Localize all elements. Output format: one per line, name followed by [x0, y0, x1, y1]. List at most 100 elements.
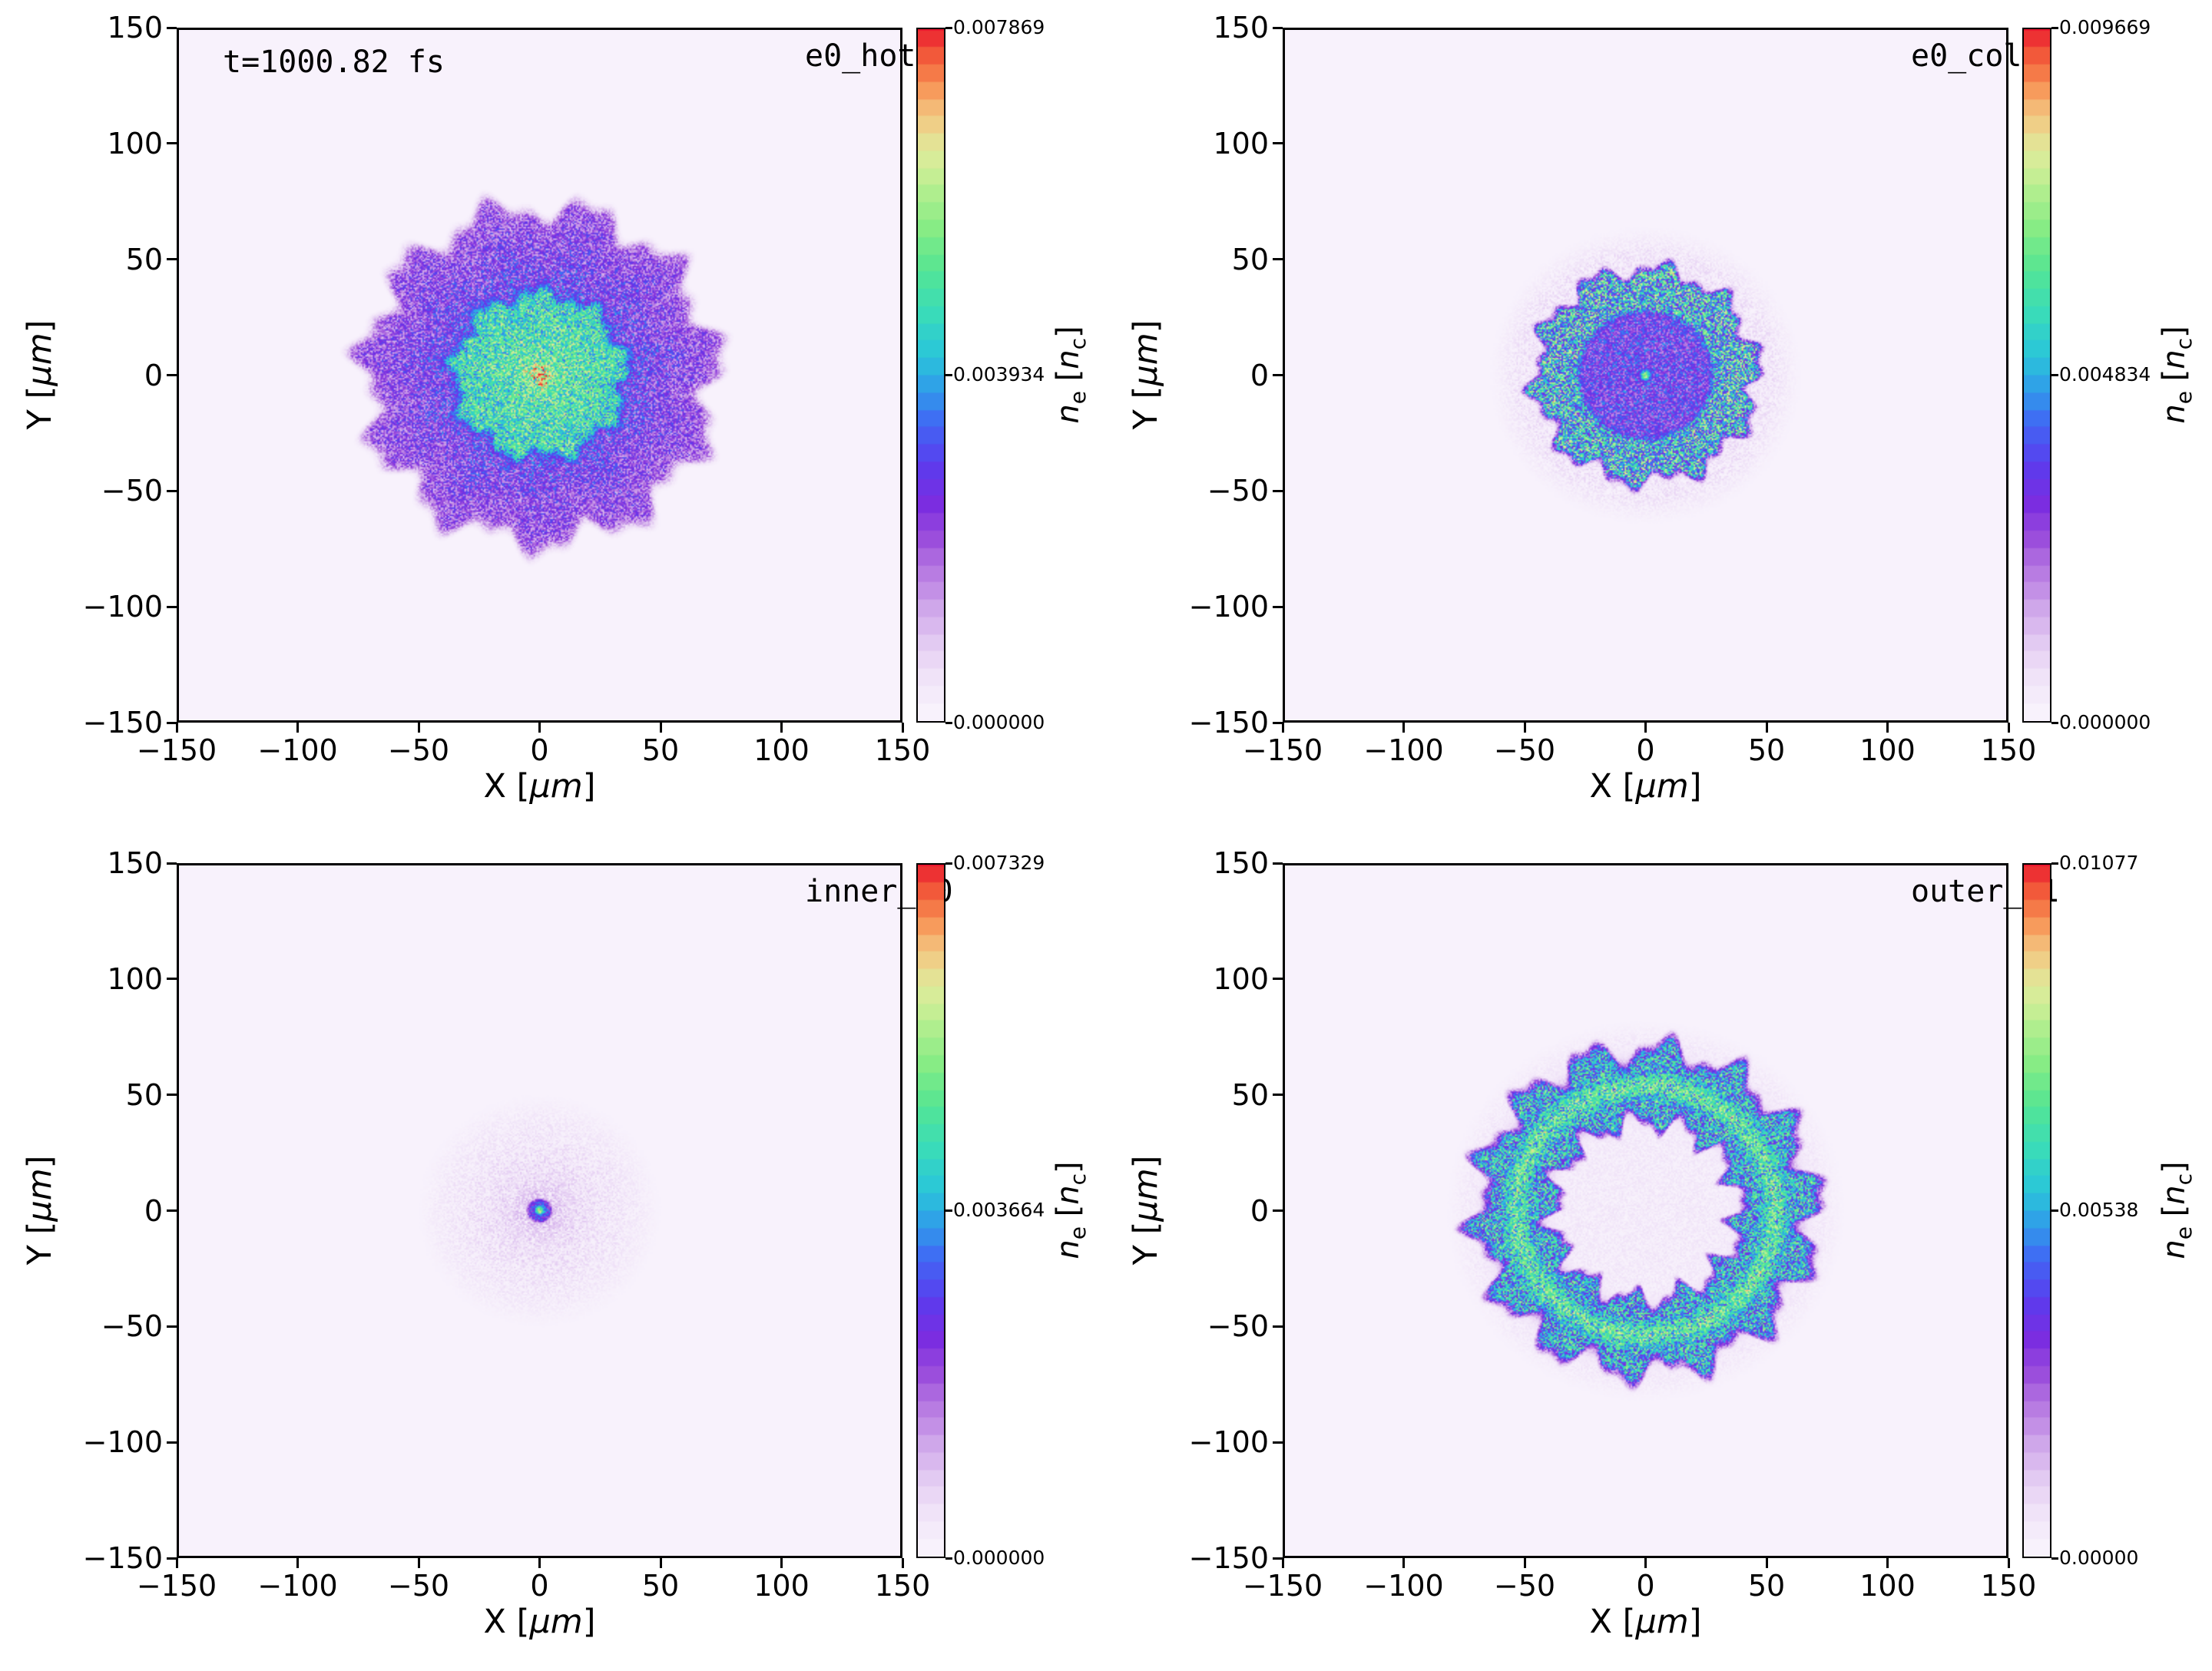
colorbar-tick-mark: [945, 1209, 952, 1212]
y-tick-mark: [1273, 1325, 1283, 1328]
y-tick-mark: [167, 258, 177, 261]
x-tick-label: 100: [1859, 1569, 1916, 1603]
x-tick-label: 0: [1636, 1569, 1655, 1603]
series-title: e0_cold: [1911, 38, 2041, 74]
colorbar-axis-label: ne [nc]: [2157, 326, 2197, 424]
y-tick-label: 50: [1231, 242, 1269, 276]
colorbar-min-label: 0.000000: [953, 1547, 1045, 1569]
x-tick-mark: [1765, 723, 1768, 733]
y-tick-label: 150: [1213, 11, 1269, 45]
y-tick-label: −100: [1188, 590, 1269, 624]
x-tick-label: 50: [1747, 1569, 1786, 1603]
x-tick-mark: [659, 723, 662, 733]
y-tick-mark: [167, 489, 177, 492]
colorbar-tick-mark: [2051, 1209, 2058, 1212]
x-tick-mark: [780, 1558, 783, 1568]
colorbar-tick-mark: [2051, 374, 2058, 376]
y-tick-mark: [1273, 978, 1283, 981]
y-tick-label: 100: [1213, 961, 1269, 996]
y-tick-mark: [167, 1209, 177, 1212]
x-tick-label: 50: [641, 733, 680, 767]
x-tick-mark: [1281, 1558, 1284, 1568]
x-tick-mark: [1886, 723, 1889, 733]
x-tick-mark: [1765, 1558, 1768, 1568]
y-tick-label: −50: [101, 474, 163, 508]
colorbar-min-label: 0.00000: [2059, 1547, 2139, 1569]
colorbar-tick-mark: [945, 1557, 952, 1560]
y-tick-label: −150: [82, 706, 163, 740]
y-tick-label: −150: [82, 1541, 163, 1575]
colorbar-mid-label: 0.004834: [2059, 363, 2151, 385]
x-tick-mark: [1644, 723, 1647, 733]
x-tick-label: 100: [1859, 733, 1916, 767]
y-tick-mark: [167, 142, 177, 145]
x-tick-label: 0: [1636, 733, 1655, 767]
colorbar-min-label: 0.000000: [2059, 711, 2151, 733]
x-tick-mark: [175, 723, 178, 733]
subplot-inner-e0: Y [μm] inner_e0 X [μm] 0.007329 0.003664…: [0, 836, 1106, 1671]
y-tick-label: 50: [1231, 1077, 1269, 1112]
x-tick-label: 150: [874, 1569, 931, 1603]
colorbar-mid-label: 0.003934: [953, 363, 1045, 385]
x-tick-label: −150: [136, 733, 217, 767]
y-tick-label: 100: [1213, 126, 1269, 160]
colorbar: [2022, 863, 2051, 1558]
y-tick-mark: [167, 978, 177, 981]
x-tick-label: −100: [1363, 733, 1444, 767]
plot-area: [1283, 28, 2008, 723]
colorbar-max-label: 0.007329: [953, 852, 1045, 874]
y-tick-label: 100: [107, 961, 163, 996]
subplot-e0-cold: Y [μm] e0_cold X [μm] 0.009669 0.004834 …: [1106, 0, 2212, 836]
y-tick-mark: [1273, 1094, 1283, 1097]
x-tick-mark: [1402, 1558, 1405, 1568]
y-tick-label: 150: [107, 11, 163, 45]
x-tick-mark: [538, 723, 541, 733]
subplot-outer-e1: Y [μm] outer_e1 X [μm] 0.01077 0.00538 0…: [1106, 836, 2212, 1671]
y-tick-label: 150: [107, 846, 163, 880]
y-tick-label: −150: [1188, 1541, 1269, 1575]
colorbar: [916, 28, 945, 723]
x-tick-mark: [417, 1558, 420, 1568]
y-tick-mark: [167, 721, 177, 724]
subplot-e0-hot: Y [μm] t=1000.82 fs e0_hot X [μm] 0.0078…: [0, 0, 1106, 836]
x-tick-mark: [1402, 723, 1405, 733]
y-tick-label: 50: [125, 1077, 163, 1112]
x-tick-mark: [2007, 723, 2010, 733]
x-tick-mark: [901, 1558, 904, 1568]
x-tick-mark: [296, 1558, 299, 1568]
x-tick-label: −50: [1493, 1569, 1556, 1603]
y-tick-mark: [1273, 1441, 1283, 1444]
colorbar: [916, 863, 945, 1558]
colorbar-gradient: [2024, 29, 2050, 721]
y-tick-label: −100: [1188, 1425, 1269, 1460]
y-tick-mark: [1273, 605, 1283, 608]
colorbar-tick-mark: [2051, 721, 2058, 724]
colorbar-gradient: [918, 29, 944, 721]
x-tick-label: −150: [1242, 733, 1323, 767]
x-tick-label: 0: [530, 733, 549, 767]
colorbar-mid-label: 0.003664: [953, 1199, 1045, 1221]
time-annotation: t=1000.82 fs: [223, 45, 445, 80]
density-heatmap: [1285, 30, 2006, 720]
density-heatmap: [1285, 865, 2006, 1556]
y-tick-mark: [1273, 862, 1283, 865]
y-tick-mark: [167, 1441, 177, 1444]
x-tick-mark: [1523, 1558, 1526, 1568]
y-tick-mark: [167, 1557, 177, 1560]
y-tick-label: 50: [125, 242, 163, 276]
x-tick-mark: [296, 723, 299, 733]
colorbar-tick-mark: [945, 374, 952, 376]
y-tick-label: −50: [1207, 474, 1269, 508]
series-title: e0_hot: [805, 38, 916, 74]
x-tick-label: −150: [136, 1569, 217, 1603]
y-tick-label: 100: [107, 126, 163, 160]
x-tick-mark: [780, 723, 783, 733]
x-tick-label: 100: [753, 1569, 810, 1603]
x-tick-mark: [1644, 1558, 1647, 1568]
y-tick-mark: [167, 374, 177, 376]
x-tick-label: −50: [387, 733, 450, 767]
x-tick-mark: [1523, 723, 1526, 733]
x-tick-label: 150: [1980, 1569, 2037, 1603]
y-tick-label: −50: [1207, 1309, 1269, 1344]
x-tick-label: 150: [1980, 733, 2037, 767]
